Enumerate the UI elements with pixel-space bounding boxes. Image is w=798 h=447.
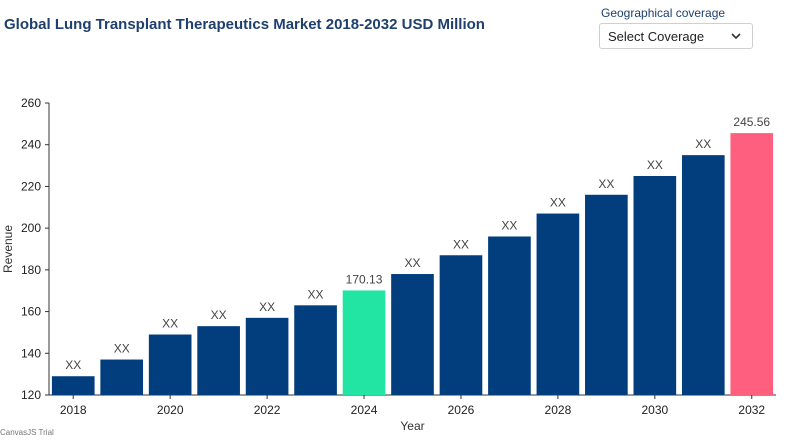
bar-2031 — [681, 155, 725, 395]
data-label-2024: 170.13 — [346, 272, 383, 286]
data-label-2018: XX — [65, 358, 81, 372]
y-tick-label: 160 — [21, 305, 41, 319]
data-label-2020: XX — [162, 317, 178, 331]
data-label-2027: XX — [501, 218, 517, 232]
bar-2021 — [197, 326, 240, 395]
bar-2024 — [342, 290, 386, 395]
data-label-2025: XX — [404, 256, 420, 270]
data-label-2019: XX — [114, 342, 130, 356]
data-label-2021: XX — [211, 308, 227, 322]
data-label-2030: XX — [647, 158, 663, 172]
y-tick-label: 120 — [21, 388, 41, 402]
x-axis-title: Year — [400, 419, 424, 433]
x-tick-label: 2024 — [351, 403, 378, 417]
data-label-2022: XX — [259, 300, 275, 314]
x-tick-label: 2018 — [60, 403, 87, 417]
bar-2025 — [391, 274, 434, 395]
bar-2018 — [51, 376, 95, 395]
bar-2019 — [100, 359, 144, 395]
coverage-select[interactable]: Select Coverage — [599, 23, 753, 49]
data-label-2032: 245.56 — [733, 115, 770, 129]
y-axis-title: Revenue — [1, 225, 15, 273]
bar-2022 — [245, 317, 289, 395]
bar-2028 — [536, 213, 580, 395]
y-tick-label: 200 — [21, 221, 41, 235]
chevron-down-icon — [731, 33, 741, 40]
bar-2032 — [730, 133, 774, 395]
y-tick-label: 180 — [21, 263, 41, 277]
data-label-2028: XX — [550, 196, 566, 210]
data-label-2031: XX — [695, 137, 711, 151]
x-tick-label: 2028 — [545, 403, 572, 417]
y-tick-label: 240 — [21, 138, 41, 152]
bar-2026 — [439, 255, 483, 395]
data-label-2026: XX — [453, 237, 469, 251]
page-title: Global Lung Transplant Therapeutics Mark… — [4, 16, 485, 33]
data-label-2023: XX — [308, 287, 324, 301]
geographical-coverage-label: Geographical coverage — [601, 6, 726, 20]
x-tick-label: 2026 — [448, 403, 475, 417]
y-tick-label: 140 — [21, 346, 41, 360]
bar-2020 — [148, 334, 192, 395]
bar-2029 — [585, 194, 628, 395]
y-tick-label: 260 — [21, 96, 41, 110]
x-tick-label: 2030 — [641, 403, 668, 417]
coverage-select-value: Select Coverage — [608, 28, 705, 44]
y-tick-label: 220 — [21, 179, 41, 193]
watermark-text: CanvasJS Trial — [0, 428, 54, 437]
x-tick-label: 2020 — [157, 403, 184, 417]
x-tick-label: 2022 — [254, 403, 281, 417]
bar-2030 — [633, 176, 677, 395]
bar-2023 — [294, 305, 337, 395]
bar-2027 — [488, 236, 531, 395]
data-label-2029: XX — [598, 177, 614, 191]
x-tick-label: 2032 — [738, 403, 765, 417]
